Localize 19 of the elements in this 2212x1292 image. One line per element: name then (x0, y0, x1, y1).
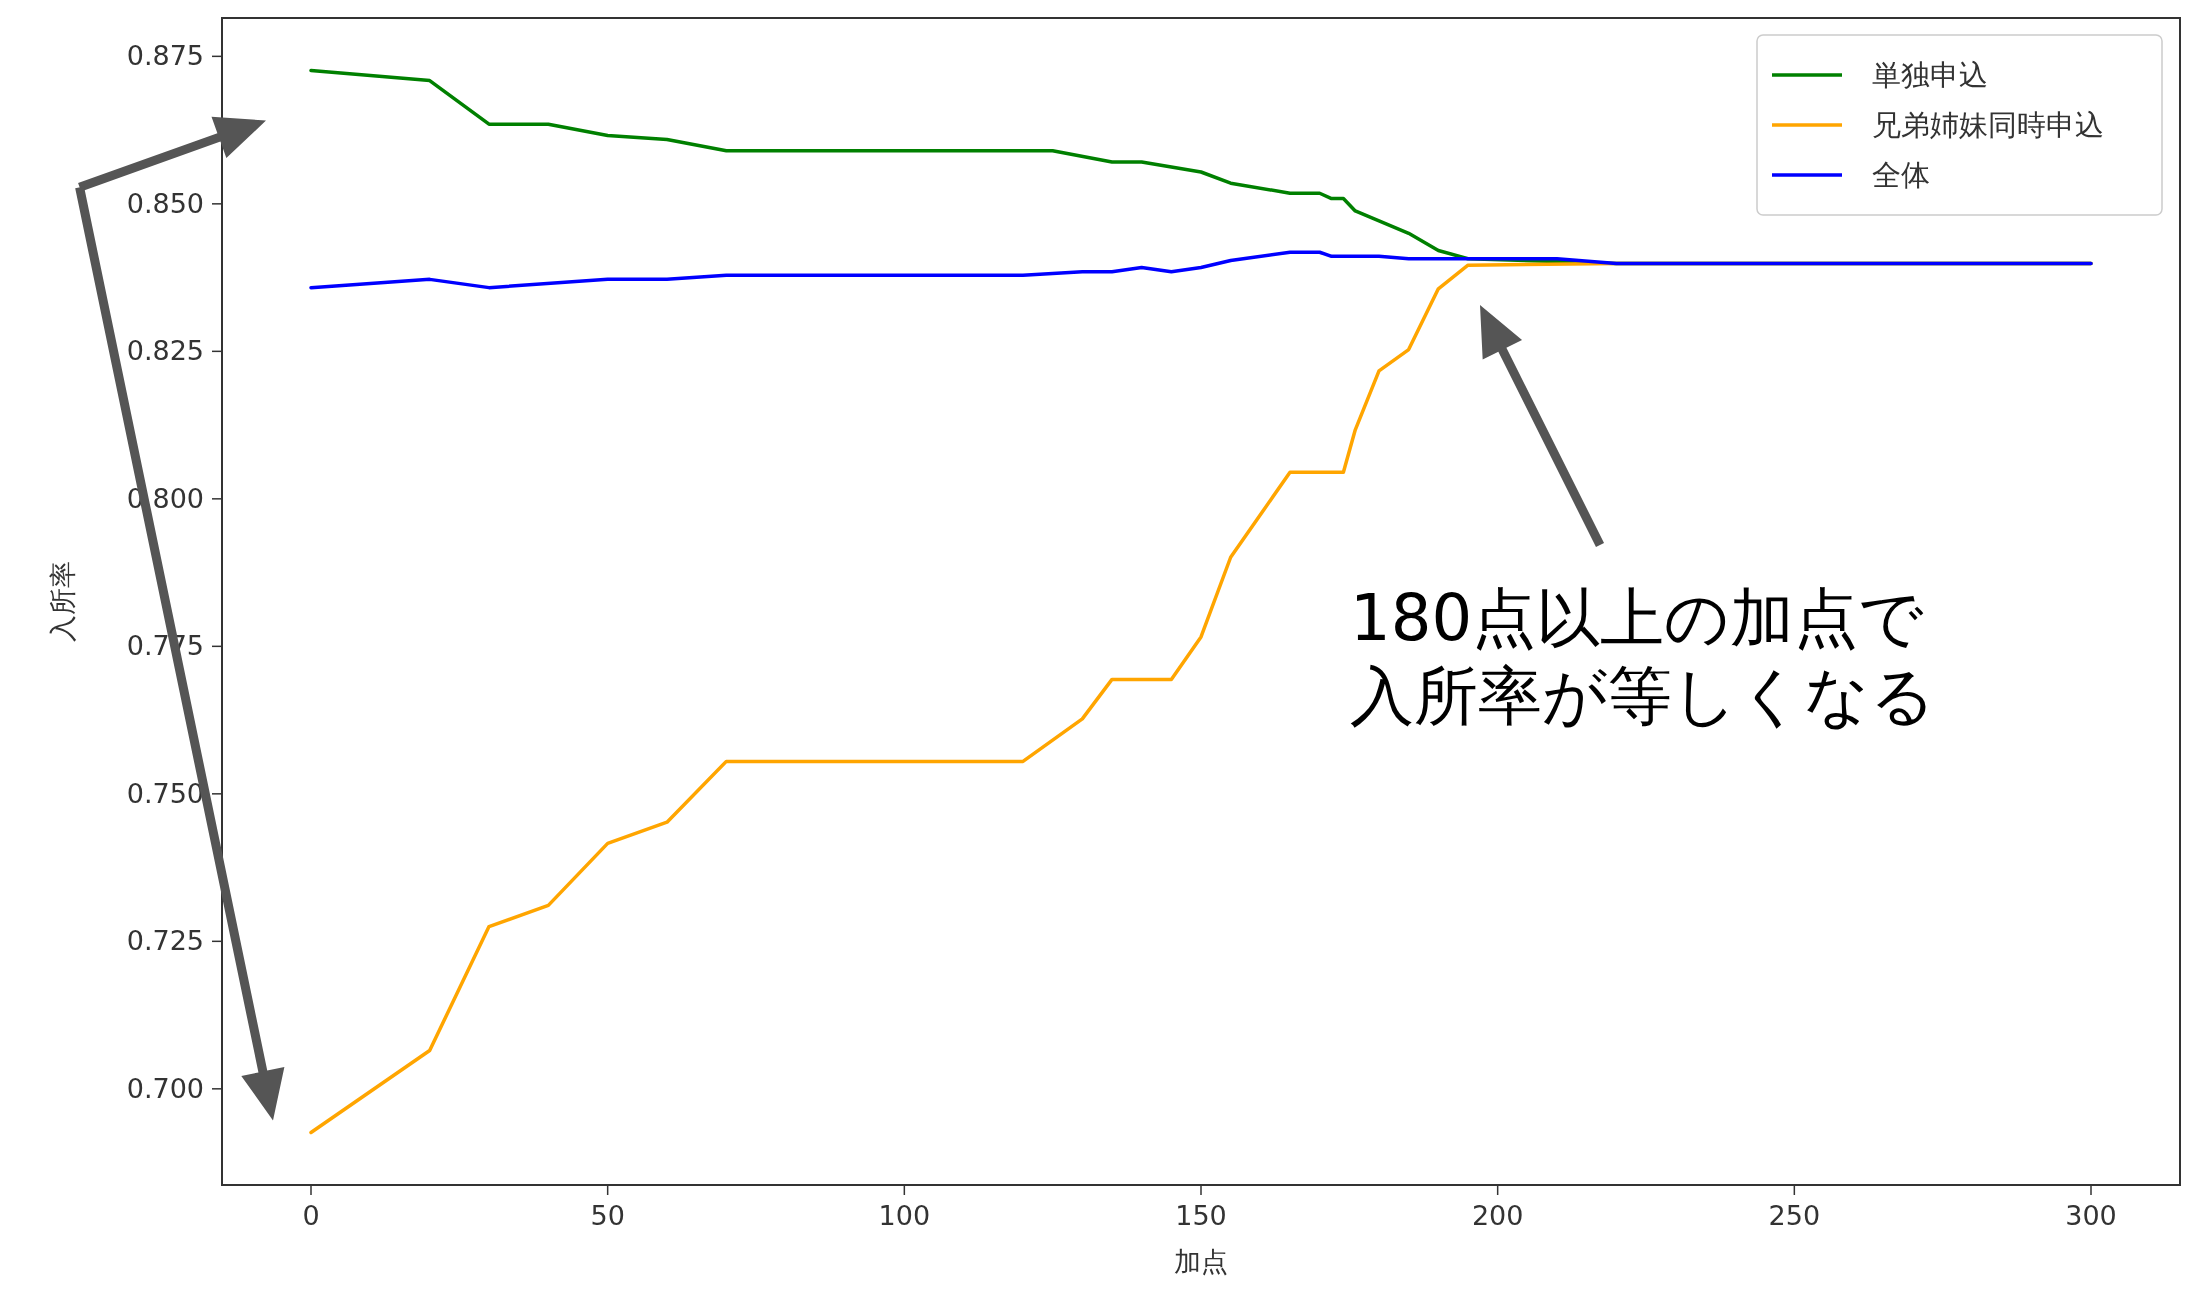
y-tick-label: 0.875 (126, 40, 204, 72)
legend-label: 全体 (1872, 158, 1930, 192)
x-tick-label: 200 (1471, 1200, 1524, 1231)
legend-label: 単独申込 (1872, 58, 1988, 92)
legend-label: 兄弟姉妹同時申込 (1872, 108, 2104, 142)
y-tick-label: 0.750 (126, 777, 204, 809)
x-tick-label: 0 (302, 1200, 320, 1231)
x-tick-label: 250 (1768, 1200, 1821, 1231)
x-tick-label: 300 (2065, 1200, 2117, 1231)
x-tick-label: 150 (1175, 1200, 1227, 1231)
x-tick-label: 100 (878, 1200, 931, 1231)
y-tick-label: 0.825 (126, 335, 204, 367)
annotation: 180点以上の加点で入所率が等しくなる (1350, 581, 1936, 733)
x-axis-title: 加点 (1174, 1246, 1228, 1277)
y-axis-title: 入所率 (47, 561, 78, 642)
y-tick-label: 0.725 (126, 925, 204, 957)
x-tick-label: 50 (590, 1200, 625, 1231)
y-tick-label: 0.700 (126, 1072, 204, 1104)
y-tick-label: 0.850 (126, 187, 204, 219)
